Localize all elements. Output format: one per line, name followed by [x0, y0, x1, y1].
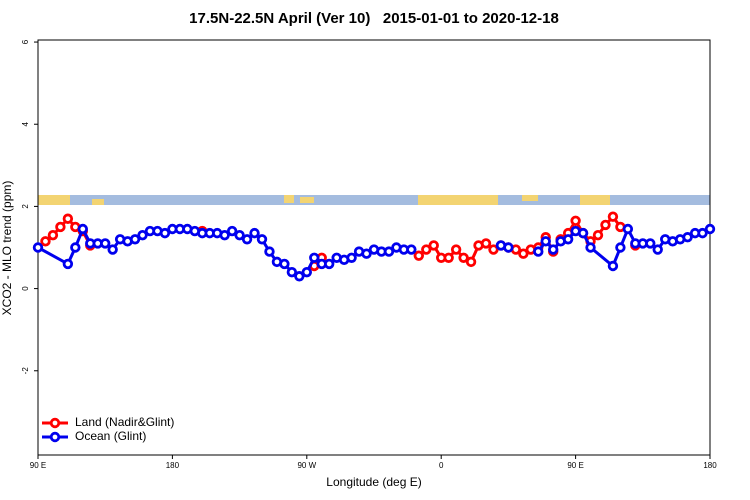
- map-strip: [38, 195, 710, 205]
- x-tick-label: 90 W: [297, 461, 316, 470]
- data-point: [585, 242, 596, 253]
- chart-title: 17.5N-22.5N April (Ver 10) 2015-01-01 to…: [189, 10, 559, 27]
- data-point: [615, 242, 626, 253]
- data-point: [264, 246, 275, 257]
- data-point: [309, 252, 320, 263]
- data-point: [503, 242, 514, 253]
- data-point: [137, 229, 148, 241]
- data-point: [324, 258, 335, 270]
- data-point: [107, 244, 118, 255]
- data-point: [562, 234, 574, 245]
- data-point: [697, 227, 708, 239]
- data-point: [32, 242, 44, 253]
- data-point: [540, 236, 551, 247]
- data-point: [219, 229, 230, 241]
- legend-label: Land (Nadir&Glint): [75, 415, 174, 429]
- data-point: [40, 236, 51, 247]
- data-point: [607, 211, 619, 222]
- data-point: [241, 234, 253, 245]
- data-point: [421, 244, 432, 255]
- data-point: [443, 252, 454, 263]
- y-tick-label: 2: [21, 204, 30, 209]
- legend-label: Ocean (Glint): [75, 429, 146, 443]
- data-point: [249, 227, 260, 239]
- data-point: [62, 258, 74, 270]
- data-point: [361, 248, 372, 259]
- data-point: [652, 244, 663, 255]
- data-point: [383, 246, 395, 257]
- data-point: [704, 223, 716, 235]
- data-point: [234, 229, 245, 241]
- data-point: [533, 246, 544, 257]
- data-point: [592, 229, 604, 241]
- y-tick-label: 6: [21, 39, 30, 44]
- data-point: [428, 240, 439, 251]
- data-point: [346, 252, 357, 263]
- data-point: [607, 260, 619, 272]
- data-point: [488, 244, 499, 255]
- data-point: [682, 232, 693, 243]
- data-point: [70, 242, 81, 253]
- data-point: [518, 248, 529, 259]
- data-point: [548, 244, 559, 255]
- data-point: [406, 244, 417, 255]
- x-tick-label: 0: [439, 461, 444, 470]
- data-point: [256, 234, 268, 245]
- data-point: [480, 238, 492, 249]
- data-point: [622, 223, 634, 235]
- data-point: [47, 229, 59, 241]
- x-tick-label: 90 E: [567, 461, 583, 470]
- y-tick-label: 4: [21, 121, 30, 126]
- legend-marker: [49, 431, 61, 443]
- data-point: [279, 258, 290, 270]
- data-point: [413, 250, 424, 261]
- data-point: [301, 266, 312, 278]
- x-tick-label: 90 E: [30, 461, 46, 470]
- y-tick-label: 0: [21, 286, 30, 291]
- data-point: [286, 266, 298, 278]
- data-point: [570, 215, 581, 226]
- data-point: [226, 225, 238, 237]
- data-point: [62, 213, 74, 224]
- data-point: [77, 223, 88, 235]
- x-tick-label: 180: [703, 461, 717, 470]
- y-tick-label: -2: [21, 367, 30, 375]
- data-point: [577, 227, 589, 239]
- data-point: [645, 238, 656, 249]
- data-point: [55, 221, 66, 233]
- data-point: [450, 244, 462, 255]
- x-tick-label: 180: [166, 461, 180, 470]
- data-point: [294, 271, 305, 282]
- data-point: [99, 238, 111, 249]
- data-point: [600, 219, 611, 231]
- data-point: [129, 234, 141, 245]
- data-point: [458, 252, 469, 263]
- x-axis-label: Longitude (deg E): [326, 475, 421, 489]
- legend-marker: [49, 417, 61, 429]
- data-point: [465, 256, 477, 268]
- data-point: [159, 227, 171, 239]
- y-axis-label: XCO2 - MLO trend (ppm): [0, 181, 14, 316]
